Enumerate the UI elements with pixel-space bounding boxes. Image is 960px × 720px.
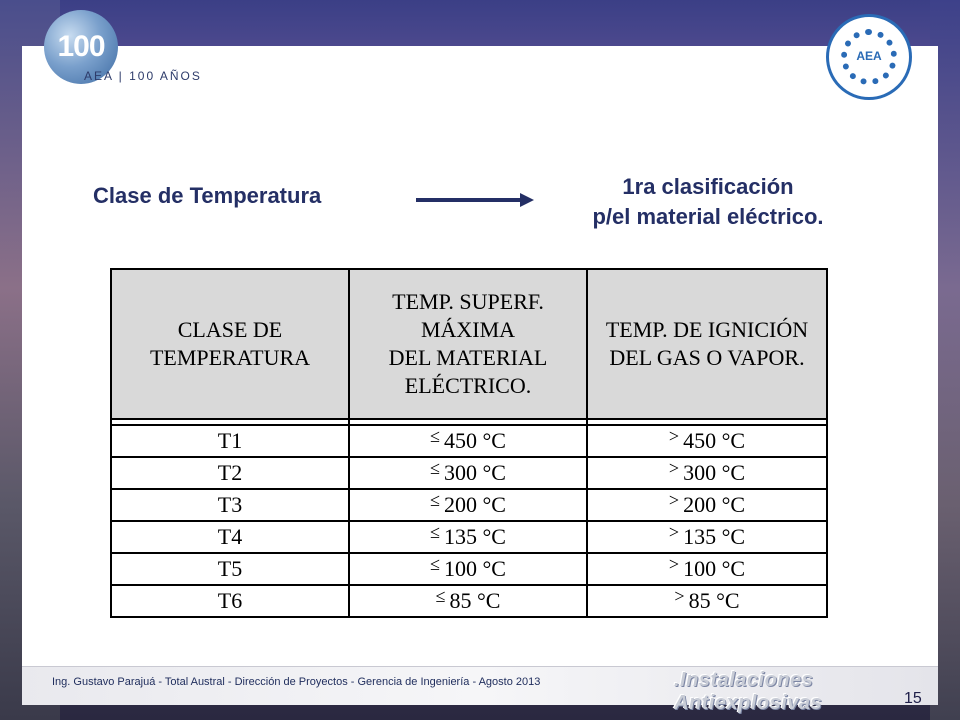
- greater-than-symbol: >: [668, 554, 680, 574]
- header-line: DEL GAS O VAPOR.: [609, 345, 805, 370]
- seal-gear-icon: [841, 29, 897, 85]
- cell-class: T2: [110, 456, 348, 488]
- heading-classification-line2: p/el material eléctrico.: [592, 204, 824, 229]
- less-equal-symbol: ≤: [430, 458, 440, 478]
- less-equal-symbol: ≤: [430, 554, 440, 574]
- cell-ignition-temp: >200 °C: [586, 488, 826, 520]
- heading-classification-line1: 1ra clasificación: [622, 174, 794, 199]
- header-line: ELÉCTRICO.: [404, 373, 532, 398]
- header-line: MÁXIMA: [420, 317, 516, 342]
- cell-max-temp: ≤100 °C: [348, 552, 586, 584]
- table-header-row: CLASE DE TEMPERATURA TEMP. SUPERF. MÁXIM…: [110, 268, 826, 418]
- seal-text: AEA: [856, 49, 882, 63]
- cell-class: T5: [110, 552, 348, 584]
- max-temp-value: 135 °C: [443, 524, 506, 549]
- temperature-class-table: CLASE DE TEMPERATURA TEMP. SUPERF. MÁXIM…: [110, 268, 828, 618]
- ignition-temp-value: 450 °C: [683, 428, 746, 453]
- cell-max-temp: ≤200 °C: [348, 488, 586, 520]
- cell-ignition-temp: >100 °C: [586, 552, 826, 584]
- ignition-temp-value: 300 °C: [683, 460, 746, 485]
- greater-than-symbol: >: [668, 458, 680, 478]
- cell-max-temp: ≤450 °C: [348, 424, 586, 456]
- cell-class: T3: [110, 488, 348, 520]
- table-row: T6 ≤85 °C >85 °C: [110, 584, 826, 616]
- footer-credit: Ing. Gustavo Parajuá - Total Austral - D…: [52, 676, 541, 688]
- header-max-surface-temp: TEMP. SUPERF. MÁXIMA DEL MATERIAL ELÉCTR…: [348, 268, 586, 418]
- ignition-temp-value: 85 °C: [688, 588, 740, 613]
- aea-100-logo: 100: [44, 10, 118, 84]
- header-temperature-class: CLASE DE TEMPERATURA: [110, 268, 348, 418]
- max-temp-value: 100 °C: [443, 556, 506, 581]
- cell-class: T4: [110, 520, 348, 552]
- ignition-temp-value: 200 °C: [683, 492, 746, 517]
- max-temp-value: 200 °C: [443, 492, 506, 517]
- max-temp-value: 85 °C: [449, 588, 501, 613]
- page-number: 15: [904, 690, 922, 707]
- header-line: TEMP. SUPERF.: [392, 289, 544, 314]
- table-row: T5 ≤100 °C >100 °C: [110, 552, 826, 584]
- less-equal-symbol: ≤: [435, 586, 446, 606]
- heading-temperature-class: Clase de Temperatura: [93, 183, 322, 208]
- footer-strip: [22, 666, 938, 705]
- brand-instalaciones-antiexplosivas: .Instalaciones Antiexplosivas: [674, 669, 823, 714]
- cell-ignition-temp: >450 °C: [586, 424, 826, 456]
- ignition-temp-value: 100 °C: [683, 556, 746, 581]
- logo-number: 100: [57, 30, 105, 63]
- cell-max-temp: ≤85 °C: [348, 584, 586, 616]
- heading-classification: 1ra clasificación p/el material eléctric…: [548, 172, 868, 232]
- header-line: DEL MATERIAL: [388, 345, 548, 370]
- cell-ignition-temp: >300 °C: [586, 456, 826, 488]
- table-row: T2 ≤300 °C >300 °C: [110, 456, 826, 488]
- aea-seal-logo: AEA: [826, 14, 912, 100]
- header-line: CLASE DE: [177, 317, 283, 342]
- max-temp-value: 300 °C: [443, 460, 506, 485]
- greater-than-symbol: >: [668, 522, 680, 542]
- cell-class: T6: [110, 584, 348, 616]
- table-row: T1 ≤450 °C >450 °C: [110, 424, 826, 456]
- ignition-temp-value: 135 °C: [683, 524, 746, 549]
- greater-than-symbol: >: [674, 586, 685, 606]
- table-row: T4 ≤135 °C >135 °C: [110, 520, 826, 552]
- max-temp-value: 450 °C: [443, 428, 506, 453]
- cell-ignition-temp: >85 °C: [586, 584, 826, 616]
- cell-class: T1: [110, 424, 348, 456]
- cell-max-temp: ≤300 °C: [348, 456, 586, 488]
- less-equal-symbol: ≤: [430, 522, 440, 542]
- arrow-right-icon: [416, 198, 522, 202]
- cell-ignition-temp: >135 °C: [586, 520, 826, 552]
- header-line: TEMP. DE IGNICIÓN: [605, 317, 809, 342]
- header-ignition-temp: TEMP. DE IGNICIÓN DEL GAS O VAPOR.: [586, 268, 826, 418]
- logo-caption: AEA | 100 AÑOS: [84, 69, 202, 83]
- less-equal-symbol: ≤: [430, 490, 440, 510]
- greater-than-symbol: >: [668, 426, 680, 446]
- less-equal-symbol: ≤: [430, 426, 440, 446]
- header-line: TEMPERATURA: [149, 345, 311, 370]
- table-row: T3 ≤200 °C >200 °C: [110, 488, 826, 520]
- cell-max-temp: ≤135 °C: [348, 520, 586, 552]
- greater-than-symbol: >: [668, 490, 680, 510]
- table-gap-row: [110, 418, 826, 424]
- arrow-head-icon: [520, 193, 534, 207]
